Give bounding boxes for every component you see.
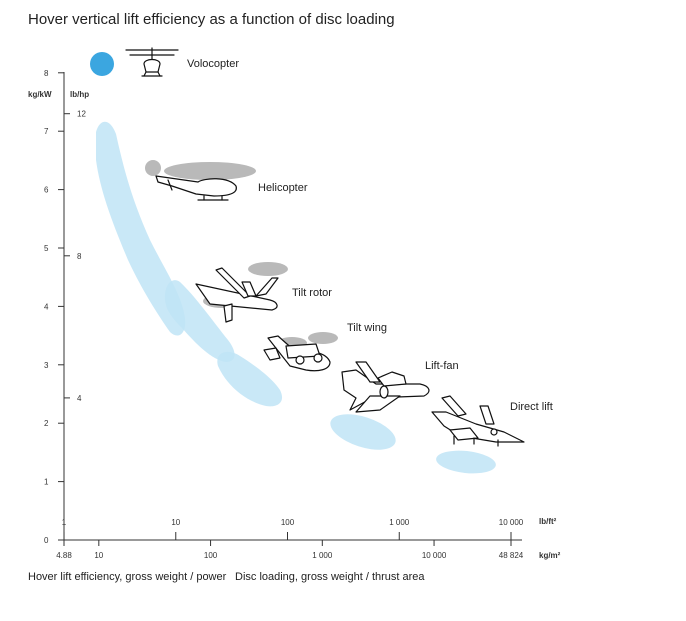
x-ticks-bottom: 4.88 10 100 1 000 10 000 48 824 [56,540,524,560]
x-top-tick-label: 1 [62,518,67,527]
y-ticks-secondary: 4 8 12 [64,110,86,403]
x-bottom-tick-label: 4.88 [56,551,72,560]
x-bottom-tick-label: 10 000 [422,551,447,560]
x-unit-bottom: kg/m² [539,551,561,560]
y-tick-label: 2 [44,419,49,428]
x-top-tick-label: 100 [281,518,295,527]
chart-title: Hover vertical lift efficiency as a func… [28,11,395,28]
series-labels: Volocopter Helicopter Tilt rotor Tilt wi… [187,58,553,413]
y-unit-secondary: lb/hp [70,90,89,99]
x-ticks-top: 1 10 100 1 000 10 000 [62,518,524,540]
efficiency-regions [90,52,496,474]
y-tick-label: 5 [44,244,49,253]
region-helicopter [96,121,186,336]
x-bottom-tick-label: 1 000 [312,551,333,560]
region-direct-lift [436,450,496,474]
label-lift-fan: Lift-fan [425,360,459,372]
y-axis-title: Hover lift efficiency, gross weight / po… [28,571,227,583]
volocopter-icon [125,47,179,77]
label-tilt-rotor: Tilt rotor [292,287,332,299]
x-bottom-tick-label: 48 824 [499,551,524,560]
tilt-rotor-icon [195,262,288,323]
region-tilt-wing [217,351,283,407]
x-axis-title: Disc loading, gross weight / thrust area [235,571,425,583]
lift-fan-icon [341,361,430,413]
helicopter-icon [145,160,256,201]
region-tilt-rotor [164,280,235,362]
y2-tick-label: 8 [77,252,82,261]
y-unit-primary: kg/kW [28,90,52,99]
y-tick-label: 6 [44,186,49,195]
y2-tick-label: 12 [77,110,86,119]
y-ticks: 0 1 2 3 4 5 6 7 8 [44,69,64,545]
y-tick-label: 1 [44,478,49,487]
y2-tick-label: 4 [77,394,82,403]
label-tilt-wing: Tilt wing [347,322,387,334]
y-tick-label: 3 [44,361,49,370]
x-top-tick-label: 1 000 [389,518,410,527]
label-helicopter: Helicopter [258,182,308,194]
label-volocopter: Volocopter [187,58,239,70]
label-direct-lift: Direct lift [510,401,553,413]
x-bottom-tick-label: 100 [204,551,218,560]
x-bottom-tick-label: 10 [94,551,103,560]
y-tick-label: 8 [44,69,49,78]
x-unit-top: lb/ft² [539,517,557,526]
x-top-tick-label: 10 [171,518,180,527]
direct-lift-icon [431,395,525,447]
aircraft-illustrations [125,47,525,447]
y-tick-label: 7 [44,127,49,136]
volocopter-point [90,52,114,76]
tilt-wing-icon [263,332,338,372]
x-top-tick-label: 10 000 [499,518,524,527]
y-tick-label: 0 [44,536,49,545]
region-lift-fan [330,414,396,450]
y-tick-label: 4 [44,302,49,311]
